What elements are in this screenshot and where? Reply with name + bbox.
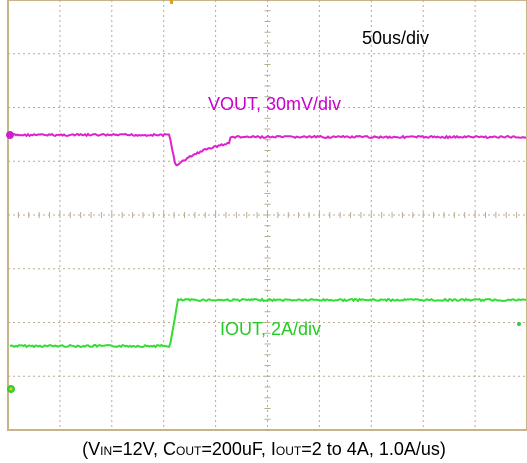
iout-label: IOUT, 2A/div bbox=[220, 319, 321, 339]
iout-trace bbox=[9, 297, 527, 349]
caption-subscript: IN bbox=[100, 444, 112, 458]
iout-end-marker bbox=[517, 322, 521, 326]
trigger-position bbox=[170, 0, 173, 4]
graticule bbox=[7, 0, 527, 431]
vout-label: VOUT, 30mV/div bbox=[208, 94, 341, 114]
caption-part: (V bbox=[82, 439, 100, 459]
vout-trace bbox=[9, 132, 527, 167]
caption-subscript: OUT bbox=[276, 444, 302, 458]
caption-part: =12V, C bbox=[112, 439, 176, 459]
vout-marker bbox=[6, 131, 14, 139]
timebase-label: 50us/div bbox=[362, 28, 429, 48]
trigger-marker bbox=[9, 387, 13, 391]
caption-part: =200uF, I bbox=[201, 439, 276, 459]
caption: (VIN=12V, COUT=200uF, IOUT=2 to 4A, 1.0A… bbox=[82, 439, 446, 459]
caption-part: =2 to 4A, 1.0A/us) bbox=[301, 439, 446, 459]
caption-subscript: OUT bbox=[176, 444, 202, 458]
